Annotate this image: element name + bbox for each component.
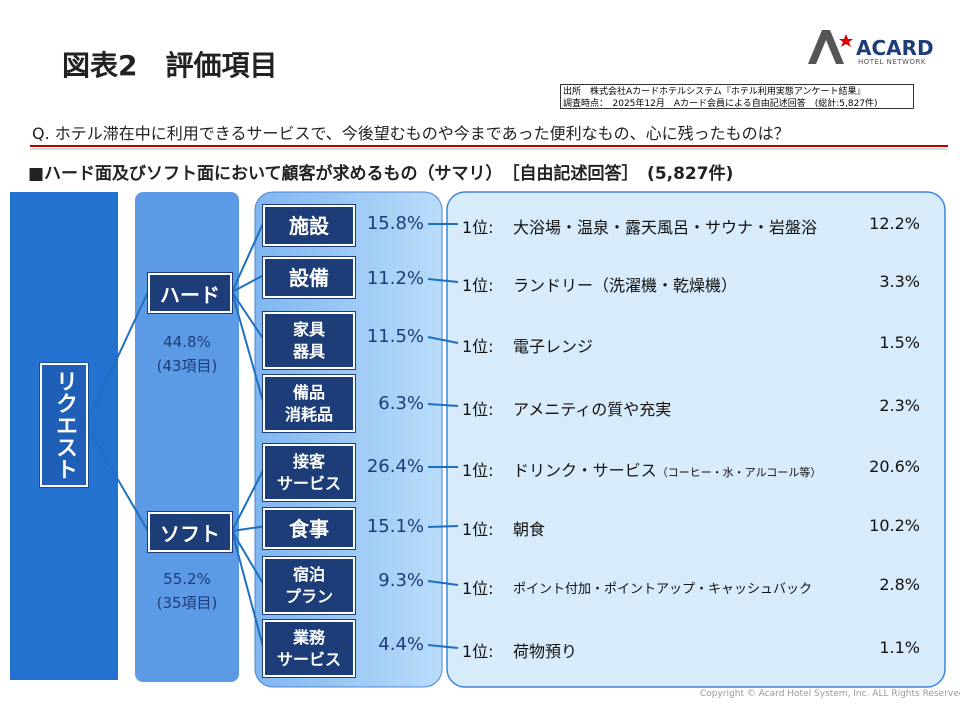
top-item-note: （コーヒー・水・アルコール等） — [656, 466, 822, 479]
item-box: 食事 — [263, 508, 355, 549]
connector — [427, 278, 459, 283]
tree-line — [231, 223, 264, 293]
top-item: 電子レンジ — [513, 333, 593, 357]
item-label: 消耗品 — [284, 404, 333, 424]
rank: 1位: — [462, 218, 494, 237]
connector — [427, 403, 459, 407]
tree-line — [231, 530, 264, 647]
top-item-text: 電子レンジ — [513, 337, 594, 356]
top-share: 1.5% — [879, 333, 920, 352]
top-item-text: ポイント付加・ポイントアップ・キャッシュバック — [513, 582, 813, 597]
group-column — [135, 192, 239, 682]
group-count: (35項目) — [156, 594, 218, 612]
group-count: (43項目) — [156, 357, 218, 375]
item-label: 器具 — [292, 341, 325, 361]
item-box: 施設 — [263, 205, 355, 246]
tree-line — [85, 291, 149, 426]
source-line: 調査時点： 2025年12月 Aカード会員による自由記述回答 (総計:5,827… — [563, 99, 878, 109]
item-label: 備品 — [292, 382, 325, 402]
top-item: ドリンク・サービス（コーヒー・水・アルコール等） — [513, 457, 821, 481]
logo-name: ACARD — [856, 36, 934, 60]
tree-line — [231, 470, 264, 532]
copyright: Copyright © Acard Hotel System, Inc. ALL… — [700, 689, 960, 699]
top-item: 大浴場・温泉・露天風呂・サウナ・岩盤浴 — [513, 214, 817, 238]
top-share: 2.8% — [879, 575, 920, 594]
item-label: 設備 — [289, 265, 329, 290]
top-share: 2.3% — [879, 396, 920, 415]
logo-tagline: HOTEL NETWORK — [858, 58, 926, 66]
top-item: 荷物預り — [513, 638, 577, 662]
logo-shape — [808, 30, 853, 64]
rank: 1位: — [462, 400, 494, 419]
connector — [427, 580, 459, 586]
item-box: 家具 器具 — [263, 312, 355, 369]
item-box: 設備 — [263, 257, 355, 298]
top-item-text: アメニティの質や充実 — [513, 400, 672, 419]
top-share: 10.2% — [869, 516, 920, 535]
detail-panel — [446, 191, 946, 688]
source-line: 出所 株式会社Aカードホテルシステム『ホテル利用実態アンケート結果』 — [563, 87, 866, 97]
item-share: 11.5% — [366, 326, 424, 347]
rank: 1位: — [462, 520, 494, 539]
item-label: 食事 — [289, 516, 329, 541]
tree-line — [231, 291, 264, 402]
item-label: 宿泊 — [292, 564, 325, 584]
rank: 1位: — [462, 461, 494, 480]
subtitle: ■ハード面及びソフト面において顧客が求めるもの（サマリ） ［自由記述回答］ (5… — [28, 164, 734, 184]
group-share: 55.2% — [163, 570, 211, 588]
tree-line — [231, 530, 264, 585]
question: Q. ホテル滞在中に利用できるサービスで、今後望むものや今まであった便利なもの、… — [32, 124, 790, 143]
item-share: 4.4% — [378, 634, 424, 655]
title: 図表2 評価項目 — [62, 49, 278, 82]
top-item-text: ドリンク・サービス — [513, 461, 657, 480]
connector — [427, 336, 459, 344]
item-share: 26.4% — [366, 456, 424, 477]
item-label: サービス — [276, 473, 341, 493]
tree-line — [231, 291, 264, 340]
top-share: 1.1% — [879, 638, 920, 657]
top-item-text: 荷物預り — [513, 642, 578, 661]
item-share: 6.3% — [378, 393, 424, 414]
rank: 1位: — [462, 579, 494, 598]
item-label: 施設 — [289, 213, 329, 238]
rank: 1位: — [462, 337, 494, 356]
tree-line — [231, 274, 264, 293]
root-box: リクエスト — [40, 363, 88, 487]
top-item: 朝食 — [513, 516, 545, 540]
item-share: 9.3% — [378, 570, 424, 591]
group-box: ソフト — [148, 512, 232, 552]
top-item-text: 大浴場・温泉・露天風呂・サウナ・岩盤浴 — [513, 218, 818, 237]
item-label: 家具 — [292, 319, 325, 339]
top-share: 12.2% — [869, 214, 920, 233]
item-share: 15.8% — [366, 213, 424, 234]
top-item-text: ランドリー（洗濯機・乾燥機） — [513, 276, 738, 295]
group-share: 44.8% — [163, 333, 211, 351]
top-item: ポイント付加・ポイントアップ・キャッシュバック — [513, 578, 812, 597]
top-item-text: 朝食 — [513, 520, 546, 539]
rank: 1位: — [462, 642, 494, 661]
item-box: 宿泊 プラン — [263, 557, 355, 614]
item-box: 備品 消耗品 — [263, 375, 355, 432]
item-share: 11.2% — [366, 268, 424, 289]
item-label: 業務 — [292, 627, 325, 647]
tree-line — [85, 424, 149, 532]
top-share: 3.3% — [879, 272, 920, 291]
top-item: アメニティの質や充実 — [513, 396, 671, 420]
top-share: 20.6% — [869, 457, 920, 476]
item-share: 15.1% — [366, 516, 424, 537]
item-box: 業務 サービス — [263, 620, 355, 677]
top-item: ランドリー（洗濯機・乾燥機） — [513, 272, 737, 296]
connector — [427, 644, 459, 649]
tree-line — [231, 525, 264, 532]
rank: 1位: — [462, 276, 494, 295]
item-box: 接客 サービス — [263, 444, 355, 501]
source-box: 出所 株式会社Aカードホテルシステム『ホテル利用実態アンケート結果』 調査時点：… — [560, 84, 914, 109]
connector — [427, 525, 459, 528]
item-label: サービス — [276, 649, 341, 669]
group-box: ハード — [148, 273, 232, 313]
item-label: プラン — [284, 586, 333, 606]
item-label: 接客 — [292, 451, 325, 471]
